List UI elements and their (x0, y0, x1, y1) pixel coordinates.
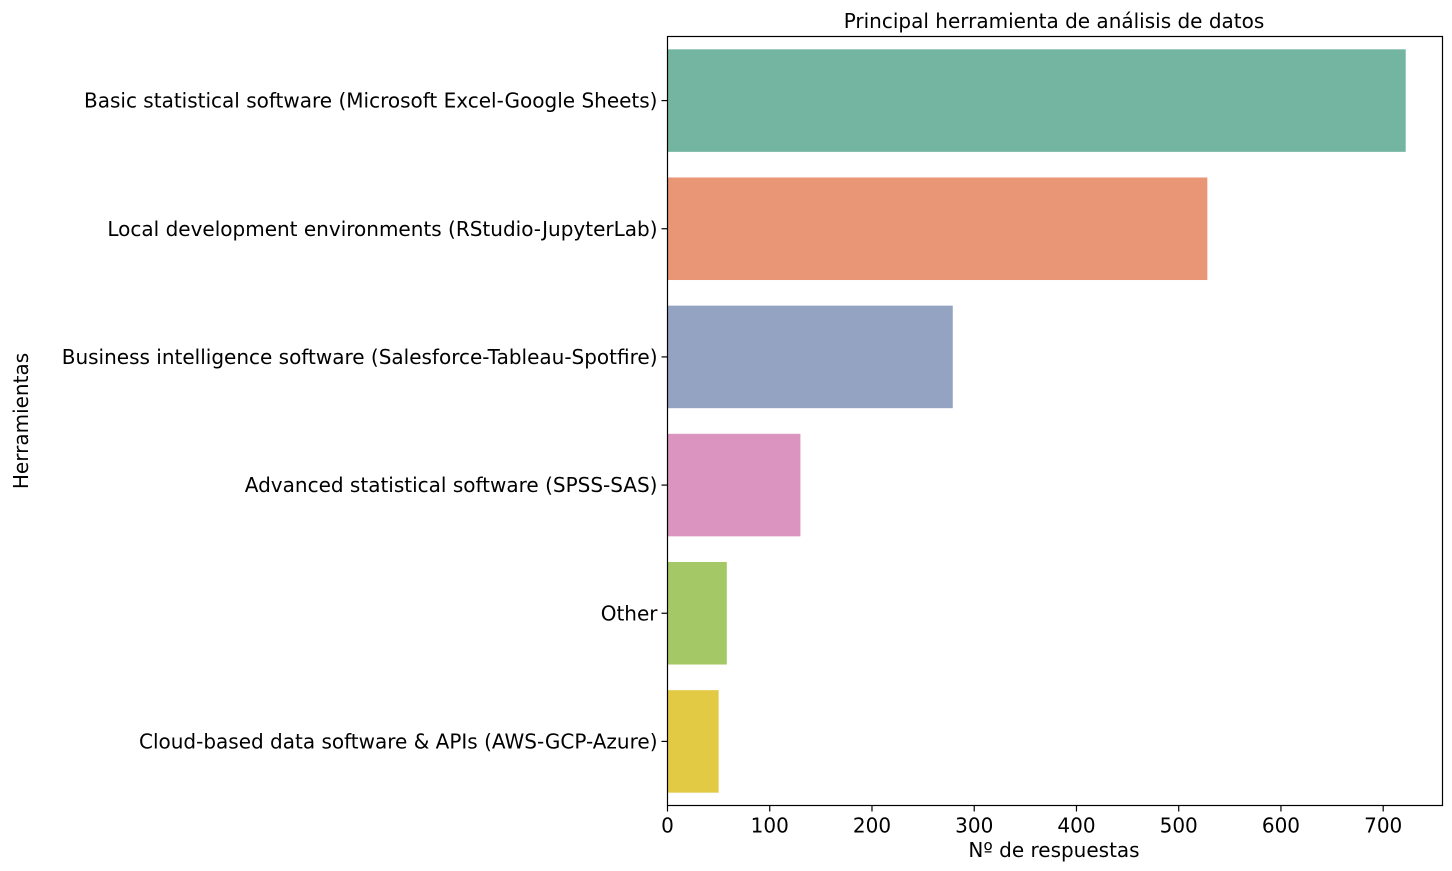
x-tick-label: 500 (1160, 814, 1198, 838)
bar-4 (667, 561, 727, 665)
category-label: Other (601, 601, 659, 625)
x-tick-label: 400 (1057, 814, 1095, 838)
bar-3 (667, 433, 801, 537)
bar-0 (667, 49, 1406, 152)
x-tick-label: 700 (1364, 814, 1402, 838)
y-axis-title: Herramientas (9, 353, 33, 489)
x-axis-ticks: 0 100 200 300 400 500 600 700 (661, 805, 1402, 838)
bar-5 (667, 690, 719, 793)
category-label: Local development environments (RStudio-… (107, 217, 657, 241)
x-tick-label: 200 (853, 814, 891, 838)
category-label: Business intelligence software (Salesfor… (62, 345, 658, 369)
bar-2 (667, 305, 953, 409)
category-label: Basic statistical software (Microsoft Ex… (84, 89, 658, 113)
chart-title: Principal herramienta de análisis de dat… (844, 9, 1265, 33)
x-tick-label: 100 (751, 814, 789, 838)
plot-frame (666, 35, 1444, 807)
category-label: Cloud-based data software & APIs (AWS-GC… (139, 729, 658, 753)
bar-1 (667, 177, 1208, 281)
category-label: Advanced statistical software (SPSS-SAS) (245, 473, 658, 497)
y-axis-ticks: Basic statistical software (Microsoft Ex… (62, 89, 668, 753)
x-axis-title: Nº de respuestas (968, 838, 1139, 862)
x-tick-label: 300 (955, 814, 993, 838)
x-tick-label: 600 (1262, 814, 1300, 838)
x-tick-label: 0 (661, 814, 674, 838)
bars-layer (667, 49, 1406, 793)
